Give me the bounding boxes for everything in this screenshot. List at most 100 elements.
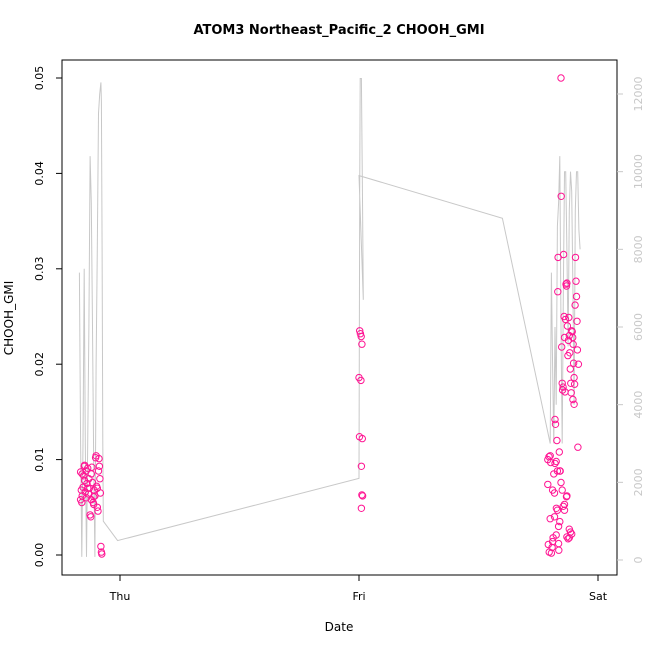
data-point — [565, 534, 573, 542]
data-point — [554, 288, 562, 296]
data-point — [564, 535, 572, 543]
x-tick-label: Sat — [589, 590, 608, 603]
data-point — [549, 534, 557, 542]
data-point — [572, 277, 580, 285]
data-point — [567, 389, 575, 397]
data-point — [84, 484, 92, 492]
data-point — [571, 301, 579, 309]
data-point — [551, 415, 559, 424]
y2-tick-label: 8000 — [632, 235, 645, 263]
data-point — [556, 467, 564, 475]
y2-tick-label: 10000 — [632, 154, 645, 189]
data-point — [563, 279, 571, 287]
x-axis-label: Date — [325, 620, 354, 634]
y-axis-label: CHOOH_GMI — [2, 281, 16, 356]
data-point — [90, 493, 98, 501]
data-point — [569, 395, 577, 404]
data-point — [559, 383, 567, 391]
data-point — [358, 434, 366, 443]
data-point — [570, 380, 579, 388]
y2-tick-label: 0 — [632, 557, 645, 564]
y-tick-label: 0.01 — [33, 447, 46, 472]
data-point — [565, 313, 573, 322]
data-point — [558, 343, 566, 351]
data-point — [548, 486, 557, 494]
data-point — [76, 496, 85, 504]
data-point — [95, 454, 103, 463]
data-point — [563, 322, 572, 330]
data-point — [574, 360, 583, 368]
y-tick-label: 0.05 — [33, 66, 46, 91]
data-point — [558, 486, 566, 494]
data-point — [98, 550, 106, 558]
data-point — [357, 504, 366, 512]
data-point — [552, 457, 560, 466]
data-point — [97, 542, 105, 551]
y-tick-label: 0.03 — [33, 257, 46, 282]
plot-frame — [61, 59, 618, 576]
data-point — [568, 328, 576, 336]
data-point — [87, 513, 95, 521]
points-layer — [76, 74, 583, 558]
data-point — [358, 491, 366, 499]
data-point — [557, 74, 565, 82]
data-point — [78, 470, 86, 478]
chart-title: ATOM3 Northeast_Pacific_2 CHOOH_GMI — [193, 23, 484, 38]
data-point — [557, 192, 565, 201]
data-point — [548, 543, 556, 552]
data-point — [569, 340, 577, 348]
data-point — [93, 503, 102, 511]
data-point — [556, 517, 564, 526]
data-point — [558, 386, 567, 394]
data-point — [566, 365, 574, 373]
data-point — [553, 436, 561, 445]
y2-tick-label: 2000 — [632, 468, 645, 496]
data-point — [550, 513, 559, 521]
data-point — [555, 448, 563, 456]
data-point — [560, 500, 569, 509]
data-point — [80, 461, 89, 469]
data-point — [546, 515, 554, 523]
altitude-line — [78, 78, 581, 557]
data-point — [94, 507, 102, 515]
data-point — [557, 478, 565, 487]
data-point — [573, 346, 582, 354]
data-point — [559, 502, 567, 510]
x-tick-label: Fri — [352, 590, 365, 603]
data-point — [547, 458, 555, 467]
data-point — [569, 359, 578, 367]
data-point — [544, 480, 552, 489]
data-point — [358, 340, 366, 348]
data-point — [566, 528, 575, 536]
data-point — [93, 484, 102, 492]
data-point — [553, 506, 562, 514]
data-point — [94, 467, 103, 475]
data-point — [357, 462, 366, 470]
data-point — [357, 376, 365, 385]
data-point — [572, 292, 581, 301]
data-point — [566, 349, 574, 357]
axes-layer: 0.00 0.01 0.02 0.03 0.04 0.05 0 2000 4000 6000 800… — [33, 66, 645, 603]
y2-tick-label: 4000 — [632, 391, 645, 419]
x-tick-label: Thu — [109, 590, 131, 603]
data-point — [559, 250, 568, 259]
data-point — [547, 549, 556, 557]
y-tick-label: 0.04 — [33, 161, 46, 186]
data-point — [96, 475, 104, 483]
data-point — [554, 253, 562, 262]
data-point — [562, 282, 571, 290]
y2-tick-label: 12000 — [632, 77, 645, 112]
data-point — [570, 400, 578, 408]
data-point — [574, 443, 582, 451]
data-point — [560, 506, 569, 514]
data-point — [551, 459, 559, 468]
data-point — [88, 478, 97, 487]
altitude-line-layer — [78, 78, 581, 557]
data-point — [357, 332, 365, 341]
data-point — [555, 546, 563, 554]
data-point — [88, 463, 96, 471]
data-point — [95, 462, 104, 470]
data-point — [554, 522, 563, 531]
